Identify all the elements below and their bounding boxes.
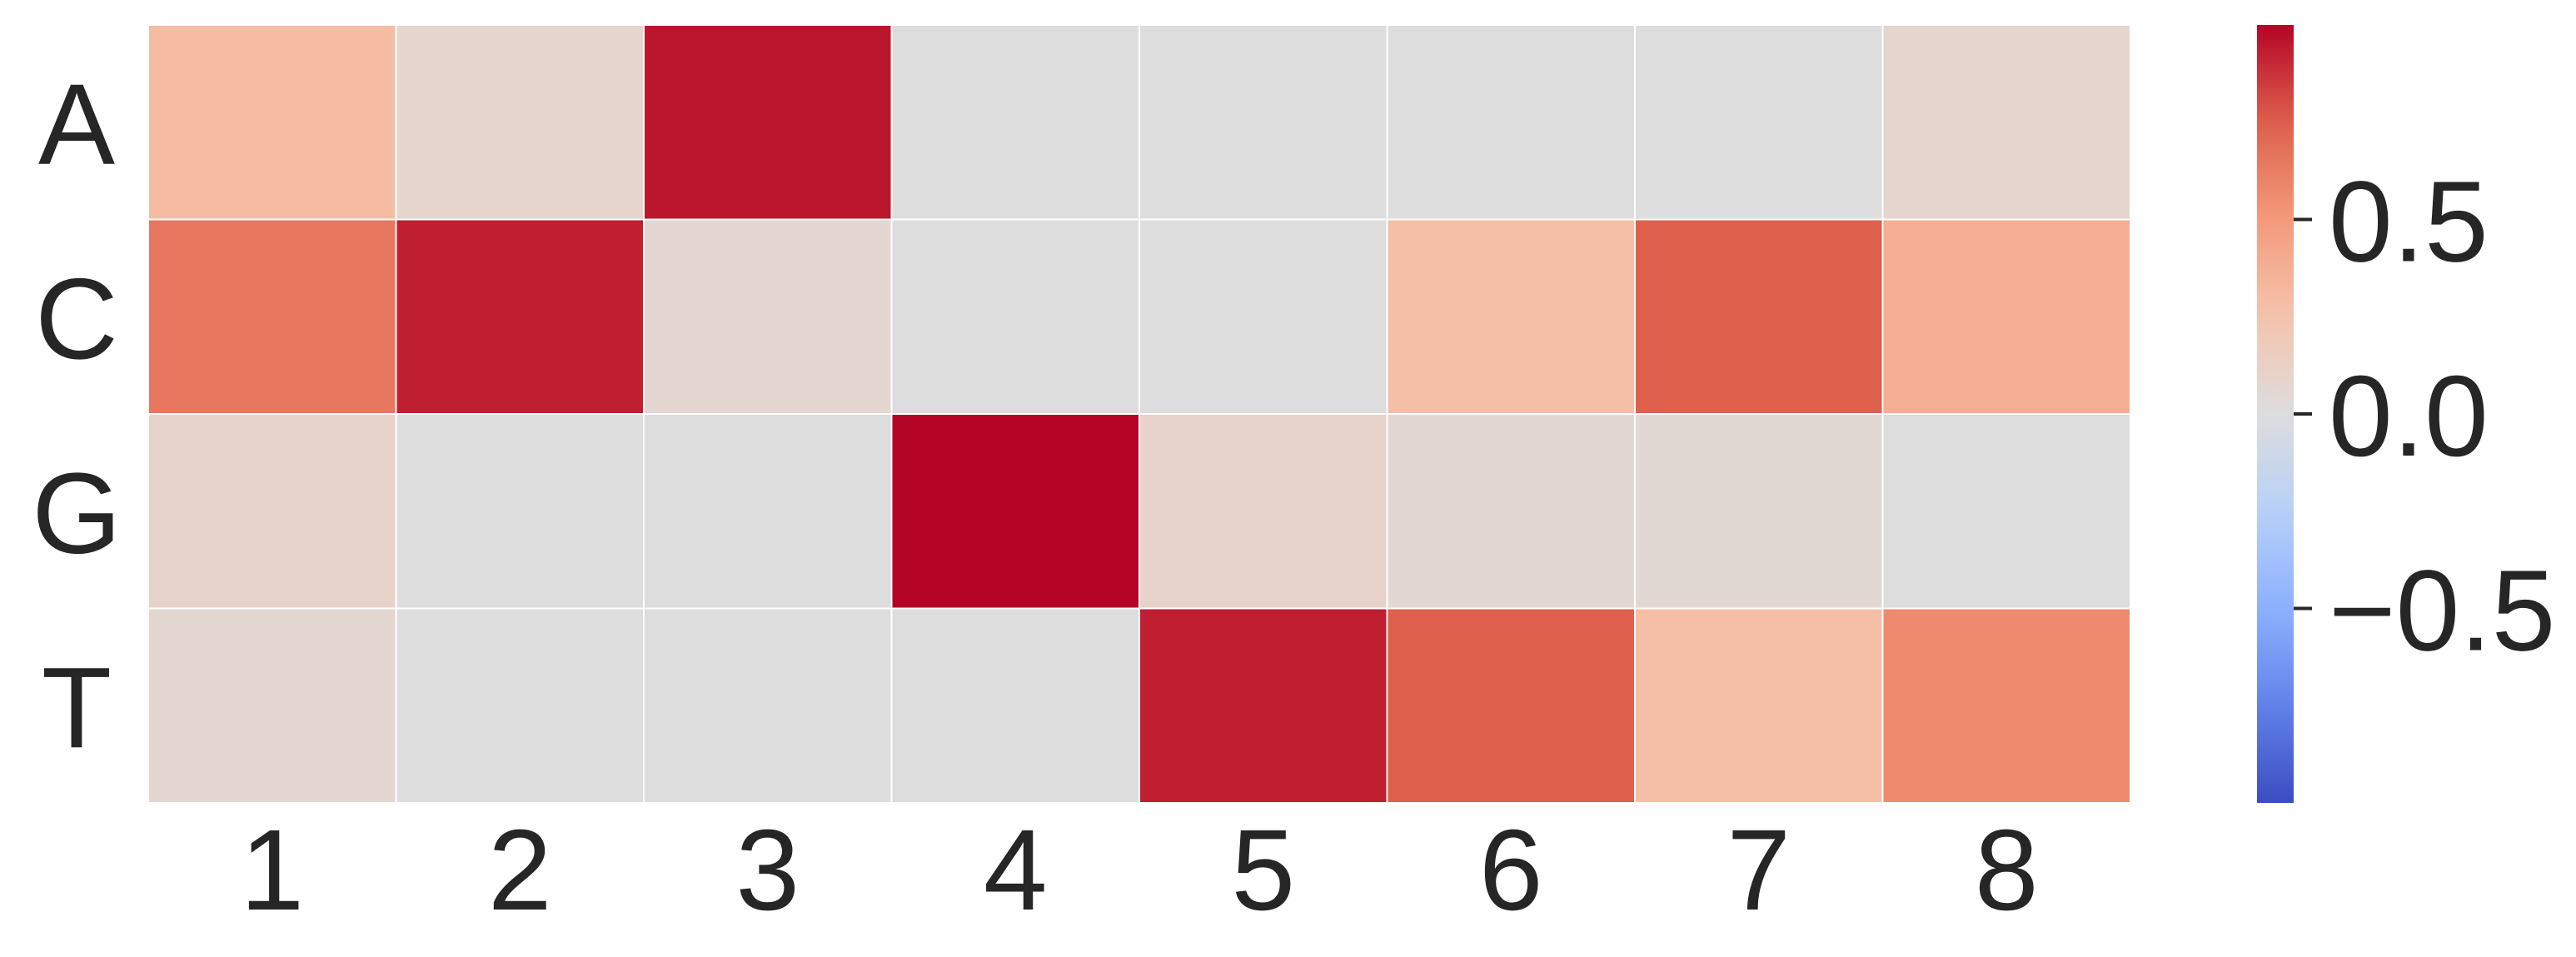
heatmap-cell-A-7 — [1634, 24, 1884, 221]
heatmap-cell-A-6 — [1386, 24, 1636, 221]
x-tick-label: 4 — [984, 806, 1048, 935]
y-tick-label: T — [42, 644, 112, 772]
heatmap-cell-T-6 — [1386, 607, 1636, 804]
heatmap-cell-C-2 — [395, 218, 645, 415]
x-tick-label: 2 — [488, 806, 552, 935]
heatmap-cell-T-4 — [890, 607, 1140, 804]
x-tick-label: 1 — [240, 806, 304, 935]
colorbar-ticks: 0.5 0.0 −0.5 — [2294, 158, 2555, 675]
heatmap-cell-T-2 — [395, 607, 645, 804]
heatmap-cell-G-1 — [147, 413, 397, 610]
heatmap-cell-C-1 — [147, 218, 397, 415]
heatmap-cell-T-1 — [147, 607, 397, 804]
heatmap-cell-T-7 — [1634, 607, 1884, 804]
colorbar-tick-label: 0.0 — [2329, 352, 2489, 481]
colorbar — [2257, 25, 2294, 803]
y-tick-label: C — [35, 255, 118, 383]
heatmap-cell-C-8 — [1881, 218, 2131, 415]
heatmap-cell-C-6 — [1386, 218, 1636, 415]
heatmap-cell-C-4 — [890, 218, 1140, 415]
heatmap-cell-T-8 — [1881, 607, 2131, 804]
heatmap-cell-A-2 — [395, 24, 645, 221]
y-tick-label: A — [38, 61, 115, 189]
y-tick-label: G — [32, 450, 121, 578]
heatmap-cell-A-5 — [1139, 24, 1388, 221]
heatmap-cell-G-8 — [1881, 413, 2131, 610]
heatmap-cell-A-3 — [643, 24, 893, 221]
x-tick-label: 8 — [1975, 806, 2039, 935]
heatmap-cell-G-6 — [1386, 413, 1636, 610]
heatmap-cell-A-1 — [147, 24, 397, 221]
heatmap-cell-C-3 — [643, 218, 893, 415]
x-tick-label: 5 — [1231, 806, 1295, 935]
heatmap-cell-G-7 — [1634, 413, 1884, 610]
heatmap-cell-T-5 — [1139, 607, 1388, 804]
x-tick-label: 6 — [1479, 806, 1543, 935]
heatmap-cell-C-7 — [1634, 218, 1884, 415]
heatmap-cell-G-3 — [643, 413, 893, 610]
heatmap-cell-G-2 — [395, 413, 645, 610]
colorbar-tick-label: −0.5 — [2329, 547, 2555, 675]
heatmap-cell-G-4 — [890, 413, 1140, 610]
x-axis-ticks: 1 2 3 4 5 6 7 8 — [240, 806, 2038, 935]
x-tick-label: 3 — [735, 806, 800, 935]
heatmap-cell-T-3 — [643, 607, 893, 804]
x-tick-label: 7 — [1726, 806, 1791, 935]
heatmap-cell-G-5 — [1139, 413, 1388, 610]
heatmap-cell-A-4 — [890, 24, 1140, 221]
heatmap-cells — [147, 24, 2131, 804]
colorbar-tick-label: 0.5 — [2329, 158, 2489, 287]
heatmap-cell-C-5 — [1139, 218, 1388, 415]
heatmap-cell-A-8 — [1881, 24, 2131, 221]
